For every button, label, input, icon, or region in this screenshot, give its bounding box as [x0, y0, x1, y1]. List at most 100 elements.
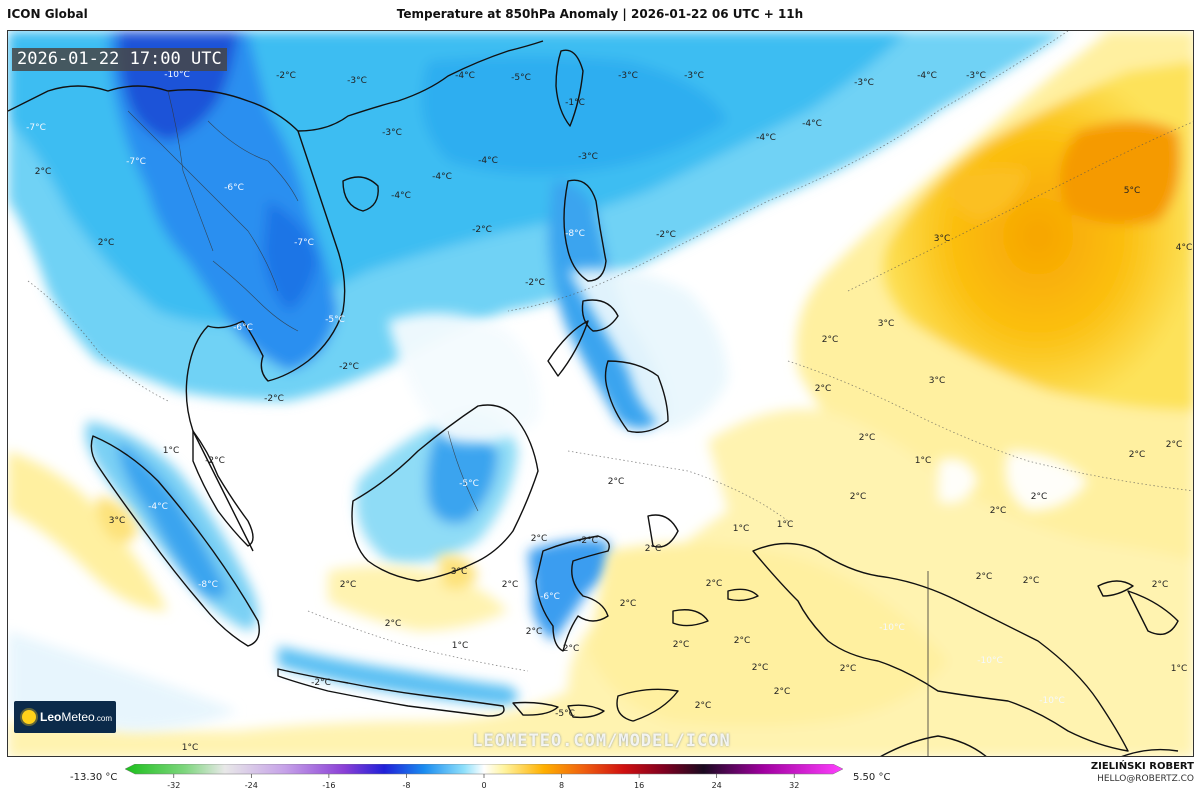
contour-label: -2°C	[311, 678, 331, 688]
contour-label: 2°C	[97, 238, 115, 248]
contour-label: 2°C	[814, 384, 832, 394]
contour-label: 2°C	[1030, 492, 1048, 502]
contour-label: -4°C	[391, 191, 411, 201]
contour-label: -6°C	[224, 183, 244, 193]
contour-label: -4°C	[432, 172, 452, 182]
contour-label: -7°C	[294, 238, 314, 248]
contour-label: 2°C	[501, 580, 519, 590]
contour-label: -3°C	[382, 128, 402, 138]
contour-label: -5°C	[459, 479, 479, 489]
leometeo-logo[interactable]: LeoMeteo.com	[14, 701, 116, 733]
contour-label: 1°C	[162, 446, 180, 456]
contour-label: -2°C	[205, 456, 225, 466]
colorbar-tick-label: -8	[402, 781, 411, 790]
contour-label: 2°C	[339, 580, 357, 590]
contour-label: -3°C	[578, 152, 598, 162]
model-name: ICON Global	[7, 7, 88, 21]
colorbar-tick-label: 0	[481, 781, 487, 790]
colorbar-tick-label: 8	[559, 781, 565, 790]
contour-label: -4°C	[756, 133, 776, 143]
contour-label: -3°C	[966, 71, 986, 81]
neutral-field	[8, 268, 1088, 731]
coastlines	[8, 40, 1179, 756]
contour-label: 1°C	[181, 743, 199, 753]
contour-label: 2°C	[1022, 576, 1040, 586]
contour-label: 2°C	[849, 492, 867, 502]
contour-label: -2°C	[472, 225, 492, 235]
colorbar	[125, 764, 843, 778]
contour-label: 2°C	[672, 640, 690, 650]
contour-label: -8°C	[198, 580, 218, 590]
contour-label: 2°C	[619, 599, 637, 609]
contour-label: -7°C	[126, 157, 146, 167]
contour-label: 2°C	[644, 544, 662, 554]
contour-label: 2°C	[530, 534, 548, 544]
contour-label: 2°C	[858, 433, 876, 443]
contour-label: -5°C	[555, 709, 575, 719]
field-min-value: -13.30 °C	[70, 772, 118, 783]
contour-label: 2°C	[751, 663, 769, 673]
contour-label: -2°C	[525, 278, 545, 288]
map-title: Temperature at 850hPa Anomaly | 2026-01-…	[396, 7, 804, 21]
contour-label: -2°C	[276, 71, 296, 81]
contour-label: 1°C	[451, 641, 469, 651]
sun-icon	[22, 710, 36, 724]
contour-label: 1°C	[732, 524, 750, 534]
contour-label: 1°C	[776, 520, 794, 530]
contour-label: 2°C	[1128, 450, 1146, 460]
watermark-url: LEOMETEO.COM/MODEL/ICON	[472, 731, 731, 751]
contour-label: -4°C	[455, 71, 475, 81]
contour-label: 2°C	[384, 619, 402, 629]
contour-label: -5°C	[511, 73, 531, 83]
contour-label: 3°C	[933, 234, 951, 244]
author-email[interactable]: HELLO@ROBERTZ.CO	[1097, 774, 1194, 784]
colorbar-tick-label: 24	[711, 781, 722, 790]
contour-label: 2°C	[1151, 580, 1169, 590]
contour-label: -2°C	[264, 394, 284, 404]
map-area[interactable]: -10°C -2°C -3°C -4°C -5°C -3°C -3°C -3°C -4°C -3°…	[7, 30, 1194, 757]
contour-label: -4°C	[917, 71, 937, 81]
contour-label: 2°C	[975, 572, 993, 582]
contour-label: 3°C	[450, 567, 468, 577]
contour-label: 2°C	[34, 167, 52, 177]
contour-label: 2°C	[525, 627, 543, 637]
contour-label: -10°C	[164, 70, 190, 80]
colorbar-tick-label: -32	[167, 781, 181, 790]
contour-label: 3°C	[928, 376, 946, 386]
contour-label: -4°C	[478, 156, 498, 166]
contour-label: -10°C	[1039, 696, 1065, 706]
contour-label: 1°C	[1170, 664, 1188, 674]
contour-label: 2°C	[1165, 440, 1183, 450]
colorbar-tick-label: -16	[322, 781, 336, 790]
contour-label: -5°C	[325, 315, 345, 325]
contour-label: -3°C	[684, 71, 704, 81]
contour-label: -1°C	[565, 98, 585, 108]
contour-lines	[27, 31, 1193, 672]
colorbar-tick-label: 16	[634, 781, 645, 790]
contour-label: 2°C	[839, 664, 857, 674]
contour-label: -10°C	[879, 623, 905, 633]
contour-label: -3°C	[618, 71, 638, 81]
contour-label: -6°C	[540, 592, 560, 602]
field-max-value: 5.50 °C	[853, 772, 891, 783]
contour-label: -10°C	[977, 656, 1003, 666]
contour-label: -3°C	[347, 76, 367, 86]
contour-label: -2°C	[339, 362, 359, 372]
contour-label: -7°C	[26, 123, 46, 133]
contour-label: 2°C	[694, 701, 712, 711]
contour-label: -3°C	[854, 78, 874, 88]
contour-label: 2°C	[705, 579, 723, 589]
country-borders	[127, 90, 929, 756]
contour-label: 2°C	[733, 636, 751, 646]
colorbar-tick-label: -24	[244, 781, 258, 790]
colorbar-tick-label: 32	[789, 781, 800, 790]
contour-label: 2°C	[607, 477, 625, 487]
contour-label: 1°C	[914, 456, 932, 466]
contour-label: 3°C	[877, 319, 895, 329]
contour-label: -4°C	[148, 502, 168, 512]
contour-label: 2°C	[562, 644, 580, 654]
contour-label: 2°C	[821, 335, 839, 345]
contour-label: -2°C	[656, 230, 676, 240]
map-canvas	[8, 31, 1193, 756]
contour-label: 2°C	[989, 506, 1007, 516]
